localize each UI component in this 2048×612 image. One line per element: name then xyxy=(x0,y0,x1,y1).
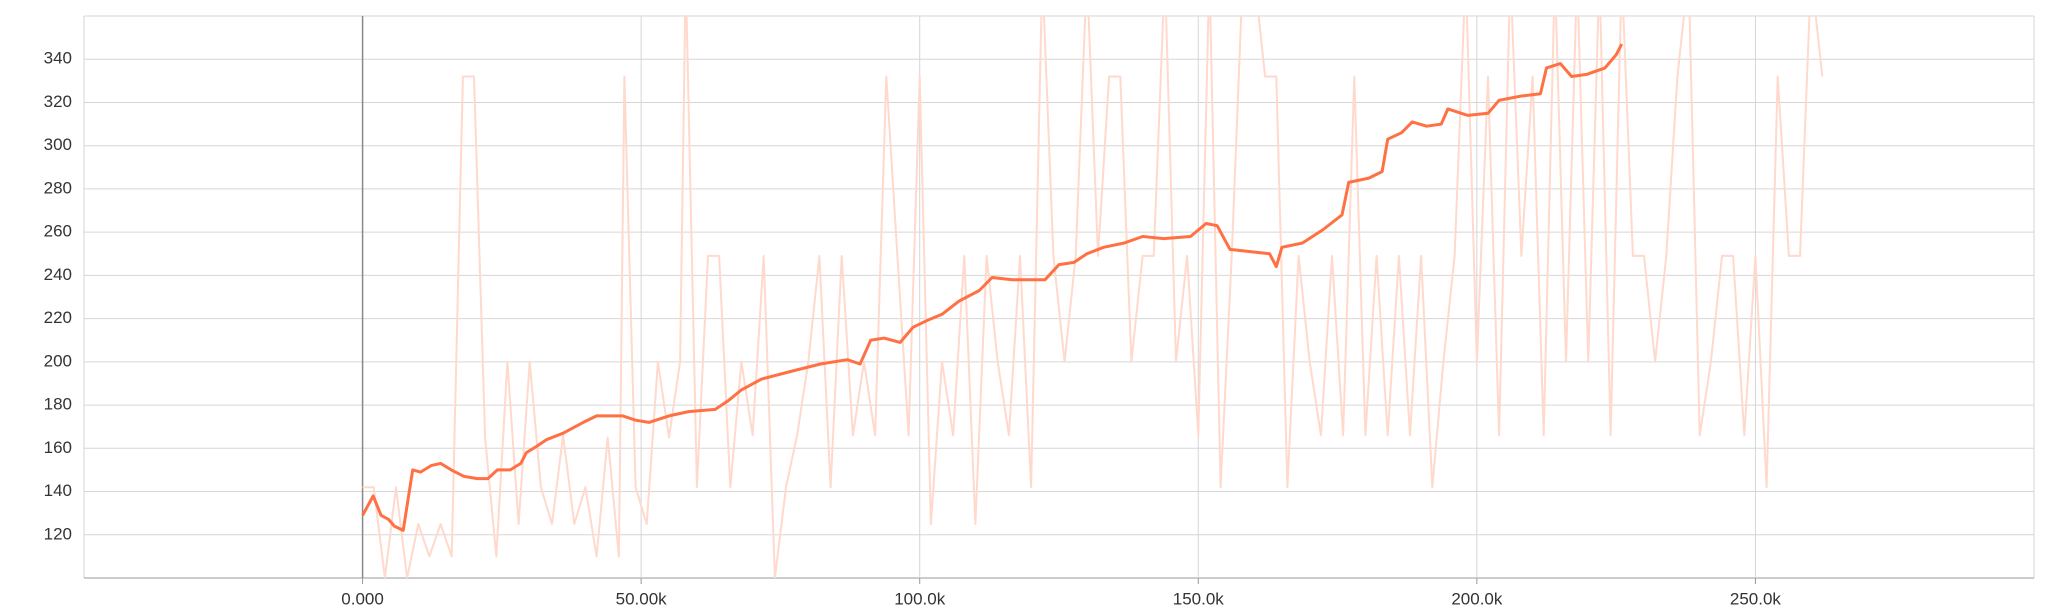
plot-area xyxy=(361,16,1824,578)
raw-line xyxy=(362,16,1824,578)
x-tick-label: 250.0k xyxy=(1730,589,1782,608)
y-tick-label: 140 xyxy=(44,481,72,500)
y-tick-label: 260 xyxy=(44,222,72,241)
y-tick-label: 240 xyxy=(44,265,72,284)
y-tick-label: 320 xyxy=(44,92,72,111)
y-tick-label: 280 xyxy=(44,178,72,197)
y-tick-label: 200 xyxy=(44,351,72,370)
y-tick-label: 120 xyxy=(44,524,72,543)
y-tick-label: 220 xyxy=(44,308,72,327)
x-tick-label: 200.0k xyxy=(1451,589,1503,608)
axis-labels: 120 140 160 180 200 220 240 260 280 300 320 340 0.00… xyxy=(44,49,1782,609)
x-tick-label: 0.000 xyxy=(341,589,384,608)
y-tick-label: 160 xyxy=(44,438,72,457)
x-tick-label: 50.00k xyxy=(616,589,668,608)
y-tick-label: 180 xyxy=(44,395,72,414)
x-tick-label: 150.0k xyxy=(1173,589,1225,608)
y-tick-label: 340 xyxy=(44,49,72,68)
y-tick-label: 300 xyxy=(44,135,72,154)
smoothed-line xyxy=(361,43,1624,532)
x-tick-label: 100.0k xyxy=(894,589,946,608)
